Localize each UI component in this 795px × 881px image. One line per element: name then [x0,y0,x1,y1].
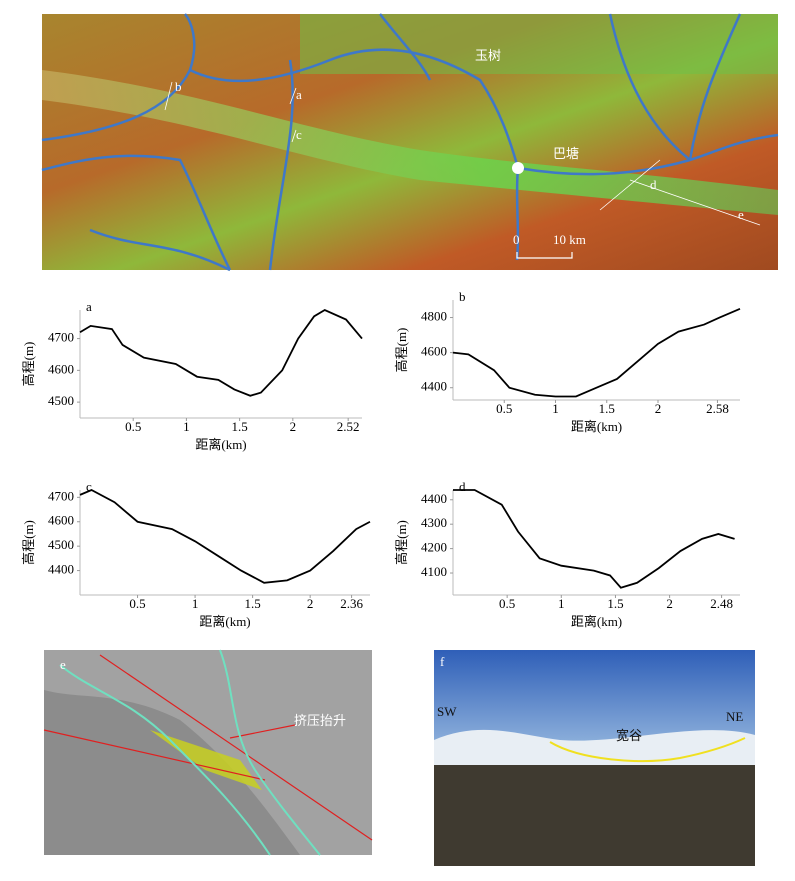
y-tick-label: 4600 [421,344,447,359]
basin-outline [59,649,321,856]
valley [42,70,778,215]
highland [300,14,778,74]
profile-line [79,308,363,397]
y-tick-label: 4600 [48,361,74,376]
y-tick-label: 4800 [421,309,447,324]
faults [43,654,373,841]
x-tick-label: 0.5 [499,596,515,611]
scale-bar [516,252,573,259]
x-tick-label: 0.5 [496,401,512,416]
map-label: e [738,207,744,222]
annotation: 挤压抬升 [294,713,346,728]
direction: SW [437,704,457,719]
profile-line [453,489,735,589]
y-tick-label: 4400 [48,562,74,577]
uplift-zone [150,730,262,790]
hillshade-light [44,650,372,855]
map-label: 巴塘 [553,146,579,161]
y-tick-label: 4500 [48,393,74,408]
panel-letter: e [60,657,66,672]
x-tick-label: 1 [558,596,565,611]
x-tick-label: 2 [307,596,314,611]
x-axis-label: 距离(km) [571,419,622,434]
x-axis-label: 距离(km) [195,437,246,452]
map-label: b [175,79,182,94]
annotation: 宽谷 [616,728,642,743]
map-label: a [296,87,302,102]
x-tick-label: 2.48 [710,596,733,611]
panel-letter: a [86,299,92,314]
profile-lines [164,81,761,226]
profile-line [79,489,371,584]
x-tick-label: 2 [655,401,662,416]
y-tick-label: 4400 [421,379,447,394]
map-labels: b a c 玉树 巴塘 d e 0 10 km [175,48,744,247]
x-tick-label: 0.5 [125,419,141,434]
map-label: d [650,177,657,192]
y-tick-label: 4300 [421,515,447,530]
x-tick-label: 2 [666,596,673,611]
y-axis-label: 高程(m) [21,342,36,387]
panel-letter: b [459,289,466,304]
valley-outline [549,737,746,762]
x-tick-label: 1.5 [599,401,615,416]
y-tick-label: 4400 [421,491,447,506]
x-tick-label: 1 [552,401,559,416]
panel-letter: c [86,479,92,494]
x-tick-label: 1 [192,596,199,611]
mountains [434,729,755,765]
ground [434,765,755,866]
y-axis-label: 高程(m) [394,520,409,565]
y-tick-label: 4100 [421,564,447,579]
y-tick-label: 4500 [48,537,74,552]
x-tick-label: 0.5 [129,596,145,611]
scale-label: 0 [513,232,520,247]
y-tick-label: 4200 [421,540,447,555]
y-axis-label: 高程(m) [21,520,36,565]
x-tick-label: 2.36 [340,596,363,611]
y-tick-label: 4700 [48,488,74,503]
scale-label: 10 km [553,232,586,247]
x-tick-label: 1.5 [607,596,623,611]
y-tick-label: 4600 [48,513,74,528]
y-tick-label: 4700 [48,330,74,345]
direction: NE [726,709,743,724]
panel-letter: d [459,479,466,494]
x-tick-label: 2 [290,419,297,434]
x-tick-label: 2.58 [706,401,729,416]
y-axis-label: 高程(m) [394,328,409,373]
x-axis-label: 距离(km) [199,614,250,629]
panel-letter: f [440,654,445,669]
x-axis-label: 距离(km) [571,614,622,629]
x-tick-label: 1.5 [231,419,247,434]
rivers [41,13,779,272]
x-tick-label: 2.52 [337,419,360,434]
map-label: c [296,127,302,142]
x-tick-label: 1.5 [244,596,260,611]
map-label: 玉树 [475,48,501,63]
profile-line [452,307,741,398]
x-tick-label: 1 [183,419,190,434]
town-marker [512,162,524,174]
